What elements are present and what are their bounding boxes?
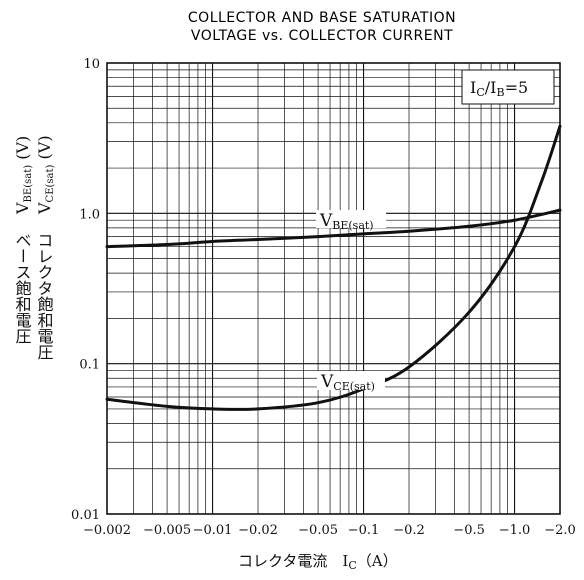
svg-text:IC/IB=5: IC/IB=5 bbox=[470, 78, 528, 99]
chart-title-line-1: COLLECTOR AND BASE SATURATION bbox=[188, 10, 456, 26]
ic-ib-ratio-annotation: IC/IB=5 bbox=[461, 69, 555, 105]
plot-border bbox=[106, 62, 561, 515]
x-tick-label: −0.5 bbox=[453, 523, 485, 538]
chart-title-line-2: VOLTAGE vs. COLLECTOR CURRENT bbox=[191, 28, 453, 44]
y-tick-labels: 0.01 0.1 1.0 10 bbox=[71, 57, 100, 523]
svg-text:VCE(sat) (V): VCE(sat) (V) bbox=[35, 135, 56, 215]
series-label-vce: VCE(sat) bbox=[317, 371, 385, 393]
y-tick-label: 10 bbox=[83, 57, 100, 72]
y-axis-label: ベース飽和電圧 コレクタ飽和電圧 VBE(sat) (V) VCE(sat) (… bbox=[13, 135, 57, 360]
series-line-vce-sat bbox=[105, 124, 562, 411]
x-axis-label: コレクタ電流 IC（A） bbox=[238, 552, 398, 572]
x-tick-labels: −0.002 −0.005 −0.01 −0.02 −0.05 −0.1 −0.2 −0.5−… bbox=[83, 523, 576, 538]
series-group bbox=[105, 124, 562, 411]
x-tick-label: −2.0 bbox=[544, 523, 576, 538]
x-tick-label: −0.002 bbox=[83, 523, 131, 538]
y-axis-label-base: ベース飽和電圧 bbox=[13, 232, 32, 344]
x-tick-label: −0.2 bbox=[393, 523, 425, 538]
series-line-vbe-sat bbox=[105, 208, 562, 249]
plot-frame bbox=[106, 62, 561, 515]
x-tick-label: −0.01 bbox=[193, 523, 233, 538]
grid-lines bbox=[106, 63, 561, 515]
y-tick-label: 1.0 bbox=[79, 207, 100, 222]
series-label-vbe: VBE(sat) bbox=[316, 210, 386, 232]
svg-text:コレクタ電流 IC（A）: コレクタ電流 IC（A） bbox=[238, 552, 398, 572]
svg-text:VBE(sat) (V): VBE(sat) (V) bbox=[13, 136, 34, 215]
x-tick-label: −0.05 bbox=[298, 523, 338, 538]
x-tick-label: −1.0 bbox=[499, 523, 531, 538]
x-tick-label: −0.005 bbox=[143, 523, 191, 538]
y-tick-label: 0.1 bbox=[79, 358, 100, 373]
x-tick-label: −0.1 bbox=[348, 523, 380, 538]
y-axis-label-collector: コレクタ飽和電圧 bbox=[35, 232, 54, 360]
y-tick-label: 0.01 bbox=[71, 508, 100, 523]
x-tick-label: −0.02 bbox=[238, 523, 278, 538]
